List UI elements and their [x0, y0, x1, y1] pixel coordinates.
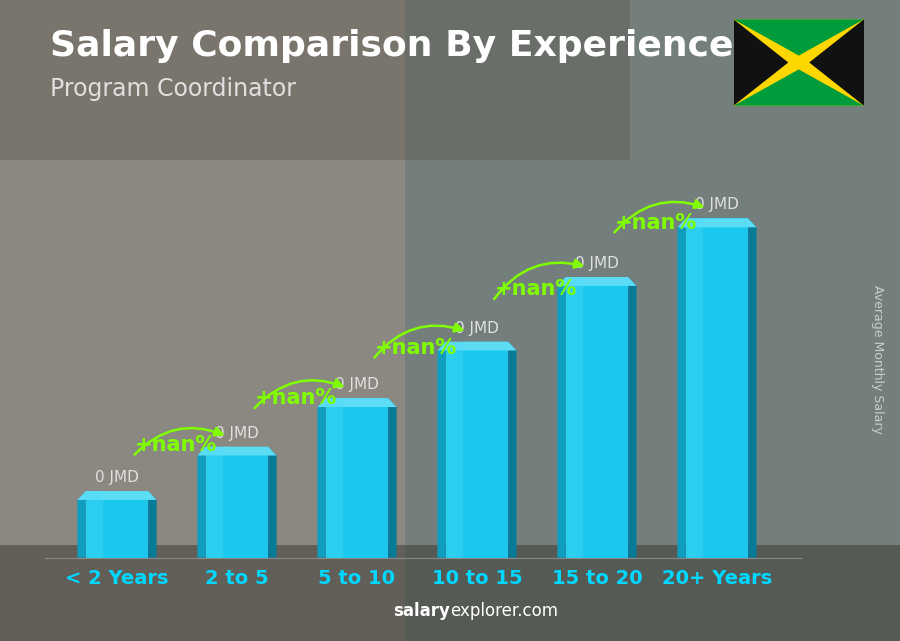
Polygon shape [388, 398, 397, 558]
Polygon shape [197, 447, 206, 558]
Polygon shape [318, 398, 326, 558]
Bar [86, 491, 104, 558]
Polygon shape [734, 69, 864, 106]
Text: salary: salary [393, 603, 450, 620]
Text: 0 JMD: 0 JMD [335, 377, 379, 392]
Bar [326, 398, 343, 558]
Text: +nan%: +nan% [375, 338, 457, 358]
Bar [206, 447, 268, 558]
Bar [446, 342, 464, 558]
Text: Salary Comparison By Experience: Salary Comparison By Experience [50, 29, 733, 63]
Text: 0 JMD: 0 JMD [455, 320, 499, 336]
Bar [0, 545, 900, 641]
Polygon shape [77, 491, 157, 500]
Polygon shape [268, 447, 276, 558]
Text: +nan%: +nan% [615, 213, 698, 233]
Bar [326, 398, 388, 558]
Polygon shape [809, 19, 864, 106]
Polygon shape [437, 342, 517, 351]
Polygon shape [678, 219, 686, 558]
Bar [566, 277, 583, 558]
Polygon shape [197, 447, 276, 456]
Polygon shape [557, 277, 566, 558]
Bar [686, 219, 703, 558]
Polygon shape [748, 219, 757, 558]
Text: 0 JMD: 0 JMD [215, 426, 259, 440]
Polygon shape [734, 19, 788, 106]
Polygon shape [318, 398, 397, 407]
Polygon shape [148, 491, 157, 558]
Polygon shape [678, 219, 757, 228]
Text: 0 JMD: 0 JMD [695, 197, 739, 212]
Text: Average Monthly Salary: Average Monthly Salary [871, 285, 884, 433]
Text: explorer.com: explorer.com [450, 603, 558, 620]
Polygon shape [734, 19, 864, 56]
Bar [206, 447, 223, 558]
Text: +nan%: +nan% [495, 279, 577, 299]
Bar [566, 277, 628, 558]
Text: 0 JMD: 0 JMD [575, 256, 619, 271]
Bar [86, 491, 148, 558]
Text: +nan%: +nan% [255, 388, 338, 408]
Polygon shape [77, 491, 86, 558]
Polygon shape [437, 342, 446, 558]
Text: 0 JMD: 0 JMD [95, 470, 139, 485]
Polygon shape [508, 342, 517, 558]
Text: Program Coordinator: Program Coordinator [50, 77, 295, 101]
Bar [446, 342, 508, 558]
Polygon shape [628, 277, 636, 558]
Bar [0, 0, 630, 160]
Polygon shape [557, 277, 636, 286]
Bar [405, 0, 900, 641]
Text: +nan%: +nan% [135, 435, 217, 454]
Bar [686, 219, 748, 558]
Bar [0, 0, 405, 641]
